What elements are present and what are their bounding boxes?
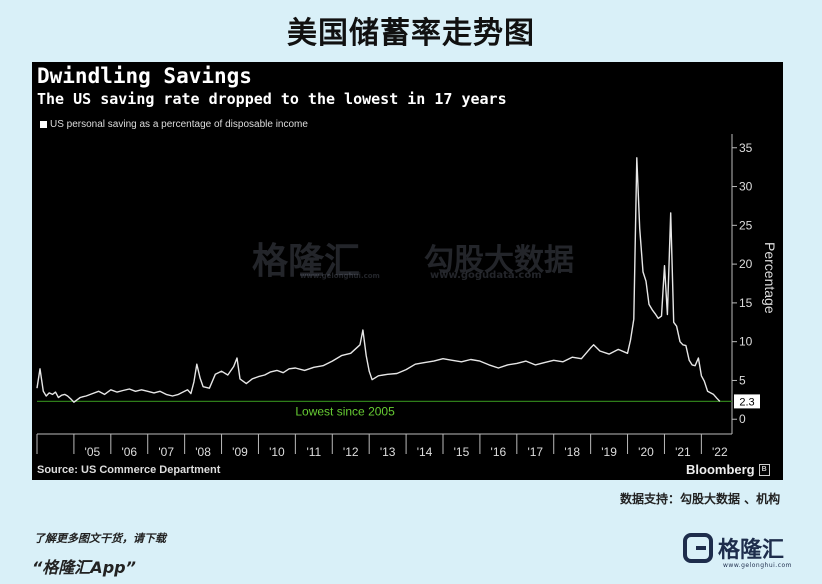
x-tick-label: '20 (638, 445, 654, 459)
y-tick-label: 30 (739, 180, 753, 194)
x-tick-label: '16 (491, 445, 507, 459)
watermark-gogudata-url: www.gogudata.com (430, 270, 542, 281)
bloomberg-brand: Bloomberg B (686, 462, 770, 477)
series-line (36, 157, 721, 403)
app-name: “格隆汇App” (32, 558, 136, 577)
legend-label: US personal saving as a percentage of di… (50, 119, 308, 130)
last-value-label: 2.3 (739, 396, 754, 408)
y-tick-label: 25 (739, 218, 753, 232)
x-tick-label: '22 (712, 445, 728, 459)
y-tick-label: 35 (739, 141, 753, 155)
reference-line-label: Lowest since 2005 (295, 404, 395, 418)
x-tick-label: '18 (564, 445, 580, 459)
chart-title: Dwindling Savings (37, 64, 252, 88)
y-tick-label: 10 (739, 335, 753, 349)
x-tick-label: '07 (158, 445, 174, 459)
y-tick-label: 20 (739, 257, 753, 271)
watermark-gogudata: 勾股大数据 (424, 243, 574, 278)
x-tick-label: '09 (232, 445, 248, 459)
legend-swatch (40, 121, 47, 128)
brand-label: Bloomberg (686, 462, 755, 477)
x-tick-label: '12 (343, 445, 359, 459)
page-title: 美国储蓄率走势图 (287, 16, 535, 51)
x-tick-label: '21 (675, 445, 691, 459)
logo-g-icon (683, 533, 713, 563)
gelonghui-logo: 格隆汇 (683, 532, 784, 564)
download-cta: 了解更多图文干货，请下载 (34, 532, 166, 545)
x-tick-label: '15 (454, 445, 470, 459)
source-note: Source: US Commerce Department (37, 464, 221, 476)
data-credit: 数据支持：勾股大数据 、机构 (620, 492, 781, 506)
x-tick-label: '08 (195, 445, 211, 459)
chart-panel: 格隆汇 www.gelonghui.com 勾股大数据 www.gogudata… (32, 62, 783, 480)
y-tick-label: 5 (739, 373, 746, 387)
chart-svg: 0 5 10 15 20 25 30 35 '05 '06 '07 '08 '09 '10 '11 '12 '1… (36, 134, 760, 459)
legend: US personal saving as a percentage of di… (40, 119, 308, 130)
x-tick-label: '05 (85, 445, 101, 459)
y-axis-label: Percentage (762, 242, 778, 314)
logo-url: www.gelonghui.com (723, 562, 793, 569)
x-tick-label: '11 (306, 445, 321, 459)
bloomberg-mark-icon: B (758, 463, 770, 476)
x-tick-label: '13 (380, 445, 396, 459)
x-tick-label: '06 (121, 445, 137, 459)
last-value-badge (734, 394, 760, 409)
watermark-gelonghui: 格隆汇 (252, 241, 361, 282)
y-tick-label: 0 (739, 412, 746, 426)
watermark-gelonghui-url: www.gelonghui.com (300, 272, 380, 280)
x-tick-label: '17 (527, 445, 543, 459)
x-tick-label: '14 (417, 445, 433, 459)
x-tick-label: '10 (269, 445, 285, 459)
x-tick-label: '19 (601, 445, 617, 459)
logo-text: 格隆汇 (718, 538, 785, 563)
chart-subtitle: The US saving rate dropped to the lowest… (37, 90, 507, 108)
y-tick-label: 15 (739, 296, 753, 310)
